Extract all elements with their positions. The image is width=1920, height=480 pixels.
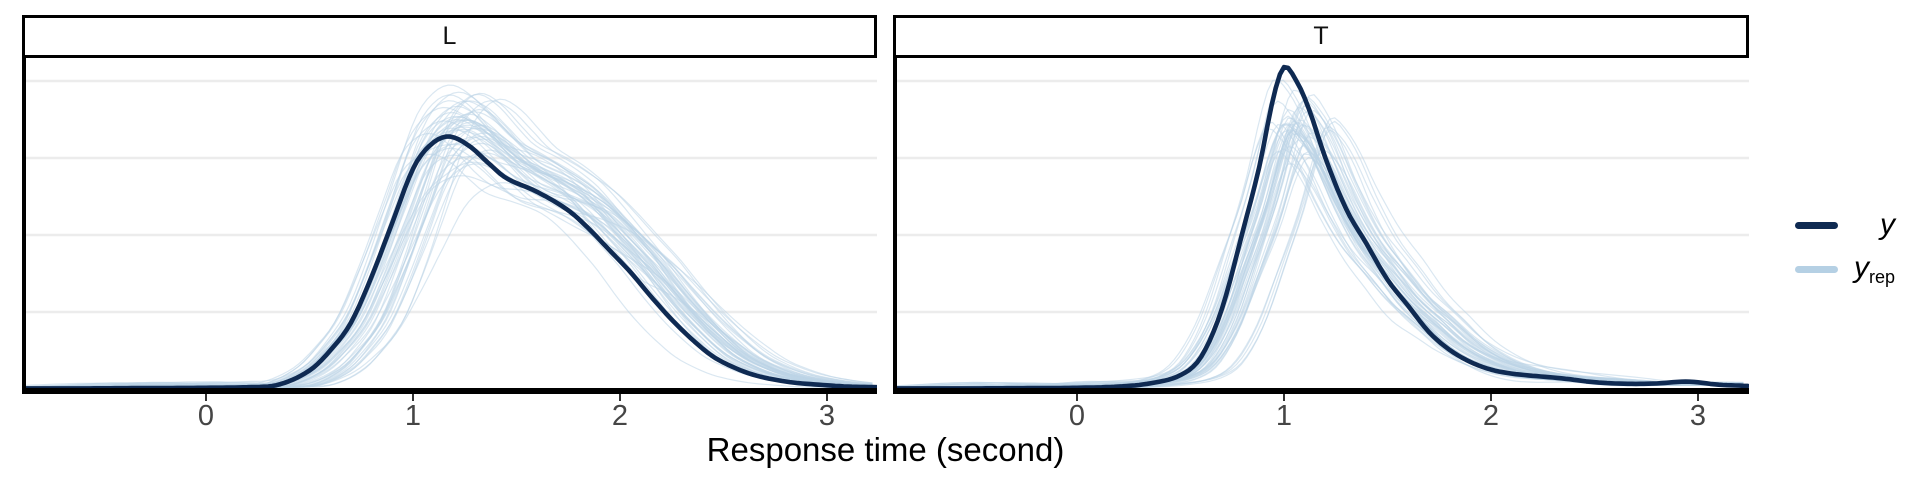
x-tick-mark xyxy=(1697,394,1699,401)
panel-left-border-T xyxy=(893,58,897,394)
legend-label-yrep: yrep xyxy=(1853,250,1895,287)
legend-label-y: y xyxy=(1880,208,1895,241)
x-tick-mark xyxy=(619,394,621,401)
x-tick-label: 2 xyxy=(1482,400,1500,432)
x-tick-label: 3 xyxy=(818,400,836,432)
density-panel-L xyxy=(22,79,877,391)
legend-key-yrep-line xyxy=(1795,265,1838,273)
x-tick-mark xyxy=(826,394,828,401)
x-tick-label: 1 xyxy=(1275,400,1293,432)
legend-item-yrep: yrep xyxy=(1795,250,1895,288)
density-panel-T xyxy=(893,64,1749,391)
legend-key-y-line xyxy=(1795,221,1838,229)
x-tick-mark xyxy=(1076,394,1078,401)
x-tick-mark xyxy=(1490,394,1492,401)
x-tick-label: 2 xyxy=(611,400,629,432)
x-axis-title: Response time (second) xyxy=(706,431,1065,468)
facet-label-L: L xyxy=(442,22,457,50)
x-tick-mark xyxy=(412,394,414,401)
facet-strip-L: L xyxy=(22,15,877,58)
x-axis-line-L xyxy=(22,388,877,394)
legend-item-y: y xyxy=(1795,206,1895,244)
x-tick-mark xyxy=(205,394,207,401)
panel-left-border-L xyxy=(22,58,26,394)
facet-label-T: T xyxy=(1313,22,1329,50)
x-tick-label: 0 xyxy=(1068,400,1086,432)
x-tick-label: 0 xyxy=(197,400,215,432)
x-tick-mark xyxy=(1283,394,1285,401)
facet-strip-T: T xyxy=(893,15,1749,58)
x-tick-label: 1 xyxy=(404,400,422,432)
x-tick-label: 3 xyxy=(1689,400,1707,432)
x-axis-line-T xyxy=(893,388,1749,394)
